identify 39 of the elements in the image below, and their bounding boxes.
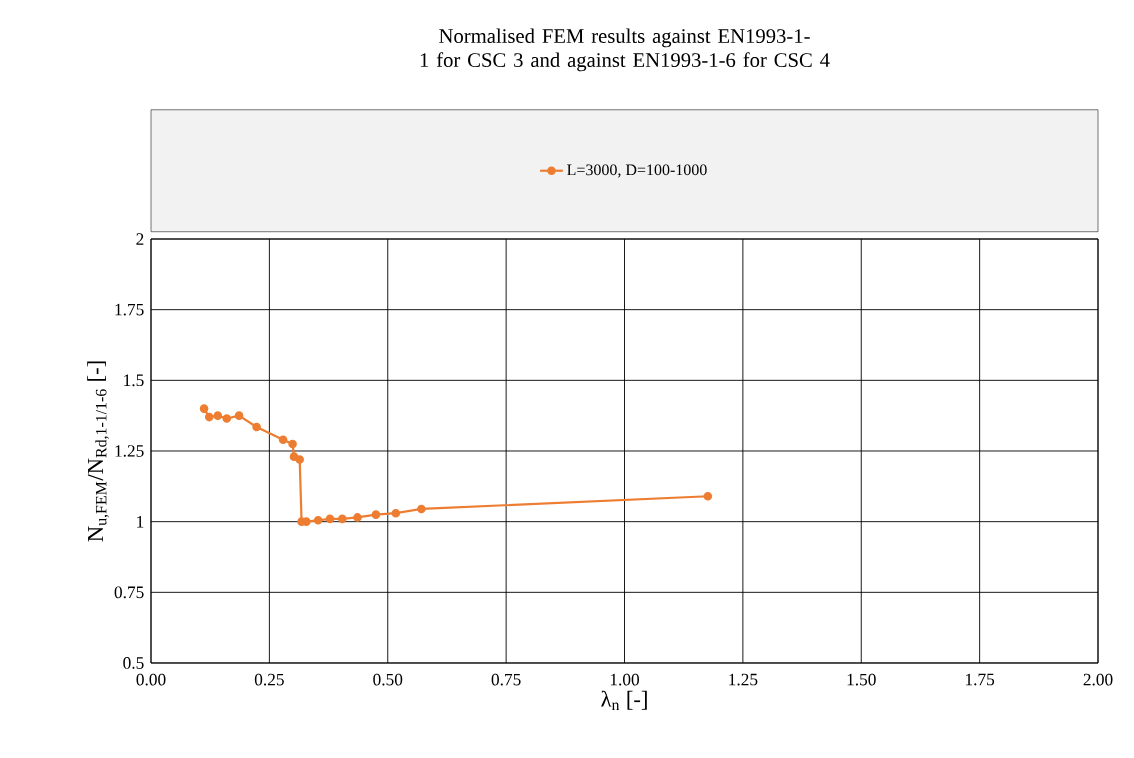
point bbox=[289, 452, 299, 461]
x-tick-label: 0.00 bbox=[136, 673, 166, 686]
x-tick-label: 1.75 bbox=[965, 673, 995, 686]
point bbox=[703, 491, 713, 501]
point bbox=[252, 422, 261, 432]
x-tick-label: 0.50 bbox=[373, 673, 403, 686]
point bbox=[213, 411, 223, 420]
x-tick-label: 1.25 bbox=[729, 673, 758, 686]
y-tick-label: 1.25 bbox=[115, 445, 144, 457]
y-axis-title: N$_{u,FEM}$/N$_{Rd,1-1/1-6}$ [-] bbox=[87, 361, 109, 542]
point bbox=[353, 513, 362, 522]
point bbox=[371, 510, 381, 519]
x-tick-label: 0.25 bbox=[254, 673, 284, 686]
point bbox=[199, 404, 209, 413]
x-axis-title: λ$_{n}$ [-] bbox=[601, 690, 647, 711]
x-tick-label: 2.00 bbox=[1083, 673, 1113, 686]
x-tick-label: 1.50 bbox=[847, 673, 876, 686]
chart-title: Normalised FEM results against EN1993-1-1 for CSC 3 and against EN1993-1-6 for CSC 4 bbox=[420, 28, 830, 72]
point bbox=[417, 504, 426, 514]
point bbox=[278, 435, 288, 444]
legend-label: L=3000, D=100-1000 bbox=[567, 164, 707, 178]
x-tick-label: 1.00 bbox=[610, 673, 640, 686]
point bbox=[288, 439, 297, 449]
point bbox=[295, 455, 304, 464]
y-tick-label: 0.75 bbox=[114, 586, 144, 599]
y-tick-label: 0.5 bbox=[123, 657, 144, 669]
point bbox=[313, 515, 323, 525]
point bbox=[325, 514, 335, 524]
y-tick-label: 1.75 bbox=[115, 303, 144, 316]
y-tick-label: 1.5 bbox=[124, 374, 144, 387]
x-tick-label: 0.75 bbox=[491, 673, 521, 686]
y-tick-label: 2 bbox=[136, 233, 144, 245]
point bbox=[234, 411, 244, 420]
point bbox=[391, 508, 401, 518]
point bbox=[204, 412, 214, 422]
y-tick-label: 1 bbox=[137, 515, 144, 528]
point bbox=[222, 414, 232, 423]
point bbox=[302, 517, 311, 526]
point bbox=[338, 514, 347, 524]
